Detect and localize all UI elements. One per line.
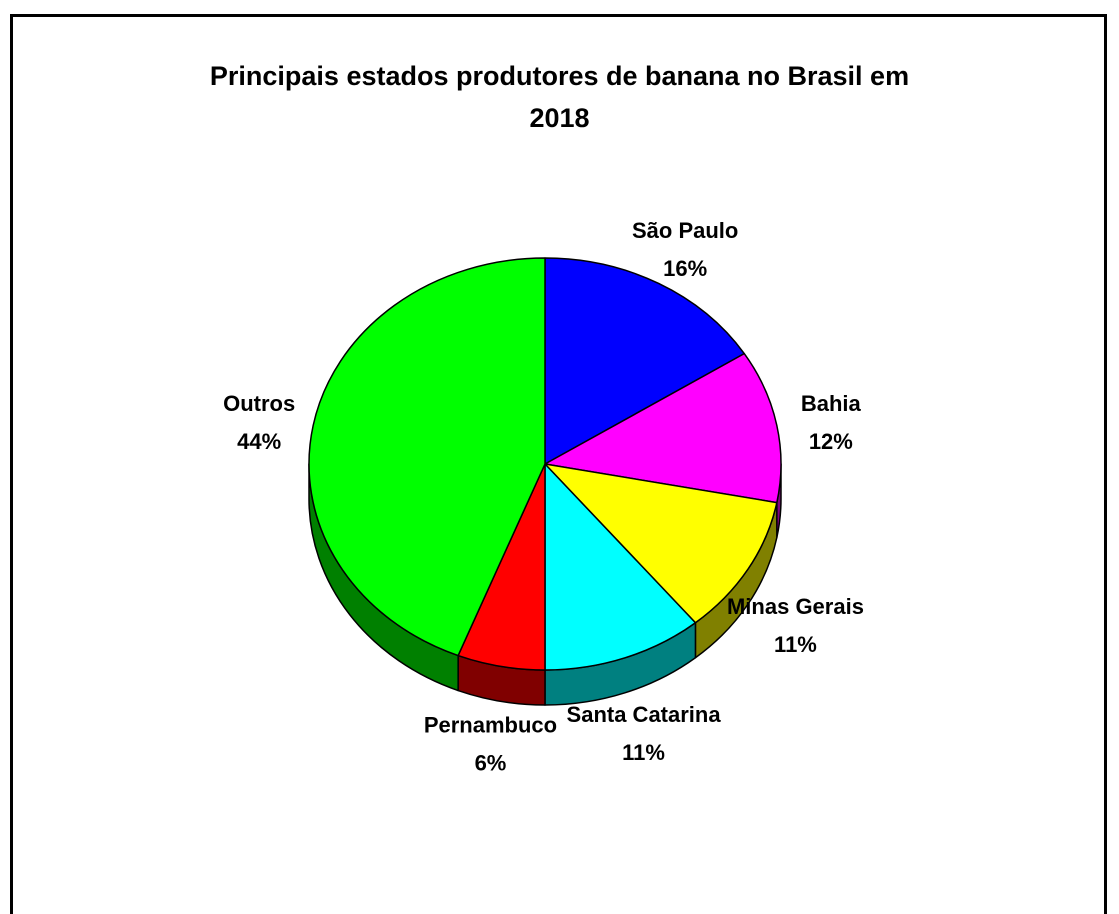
slice-label-pernambuco: Pernambuco 6% — [424, 713, 557, 776]
slice-label-santa-catarina: Santa Catarina 11% — [567, 702, 722, 765]
slice-label-bahia: Bahia 12% — [801, 391, 862, 454]
chart-title-line-2: 2018 — [529, 103, 590, 133]
pie-slice-bahia — [544, 352, 782, 504]
pie-slice-santa-catarina — [544, 463, 697, 671]
slice-label-percent: 11% — [622, 740, 665, 765]
slice-label-percent: 16% — [663, 256, 707, 281]
slice-label-name: Minas Gerais — [727, 594, 864, 619]
slice-label-percent: 44% — [237, 429, 281, 454]
slice-label-percent: 6% — [475, 751, 507, 776]
pie-slice-minas-gerais — [544, 463, 778, 624]
slice-label-sao-paulo: São Paulo 16% — [632, 218, 738, 281]
chart-title-line-1: Principais estados produtores de banana … — [209, 61, 910, 91]
slice-label-name: Pernambuco — [424, 713, 557, 738]
slice-label-name: Bahia — [801, 391, 862, 416]
pie-slice-outros — [308, 257, 546, 657]
slice-label-minas-gerais: Minas Gerais 11% — [727, 594, 864, 657]
slice-label-name: Outros — [223, 391, 295, 416]
slice-label-percent: 11% — [774, 632, 817, 657]
slice-label-percent: 12% — [809, 429, 853, 454]
chart-title: Principais estados produtores de banana … — [0, 55, 1119, 139]
slice-label-name: São Paulo — [632, 218, 738, 243]
pie-tops — [308, 257, 782, 671]
slice-label-name: Santa Catarina — [567, 702, 722, 727]
slice-label-outros: Outros 44% — [223, 391, 295, 454]
pie-slice-sao-paulo — [544, 257, 746, 465]
